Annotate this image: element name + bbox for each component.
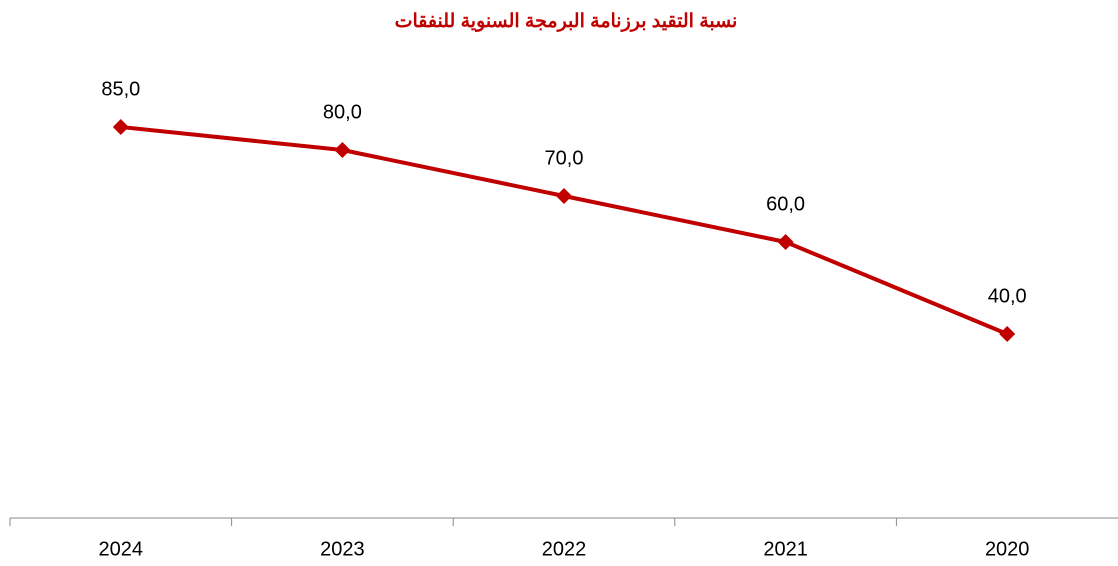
x-tick-label: 2023 [320, 538, 365, 560]
data-label: 70,0 [545, 147, 584, 169]
chart-title: نسبة التقيد برزنامة البرمجة السنوية للنف… [395, 11, 738, 32]
x-tick-label: 2021 [763, 538, 808, 560]
marker [777, 234, 794, 250]
marker [334, 142, 351, 158]
marker [999, 326, 1016, 342]
x-tick-label: 2022 [542, 538, 587, 560]
data-label: 40,0 [988, 285, 1027, 307]
data-label: 60,0 [766, 193, 805, 215]
marker [112, 119, 129, 135]
x-tick-label: 2024 [99, 538, 144, 560]
data-label: 85,0 [101, 78, 140, 100]
x-tick-label: 2020 [985, 538, 1030, 560]
data-label: 80,0 [323, 101, 362, 123]
marker [556, 188, 572, 204]
